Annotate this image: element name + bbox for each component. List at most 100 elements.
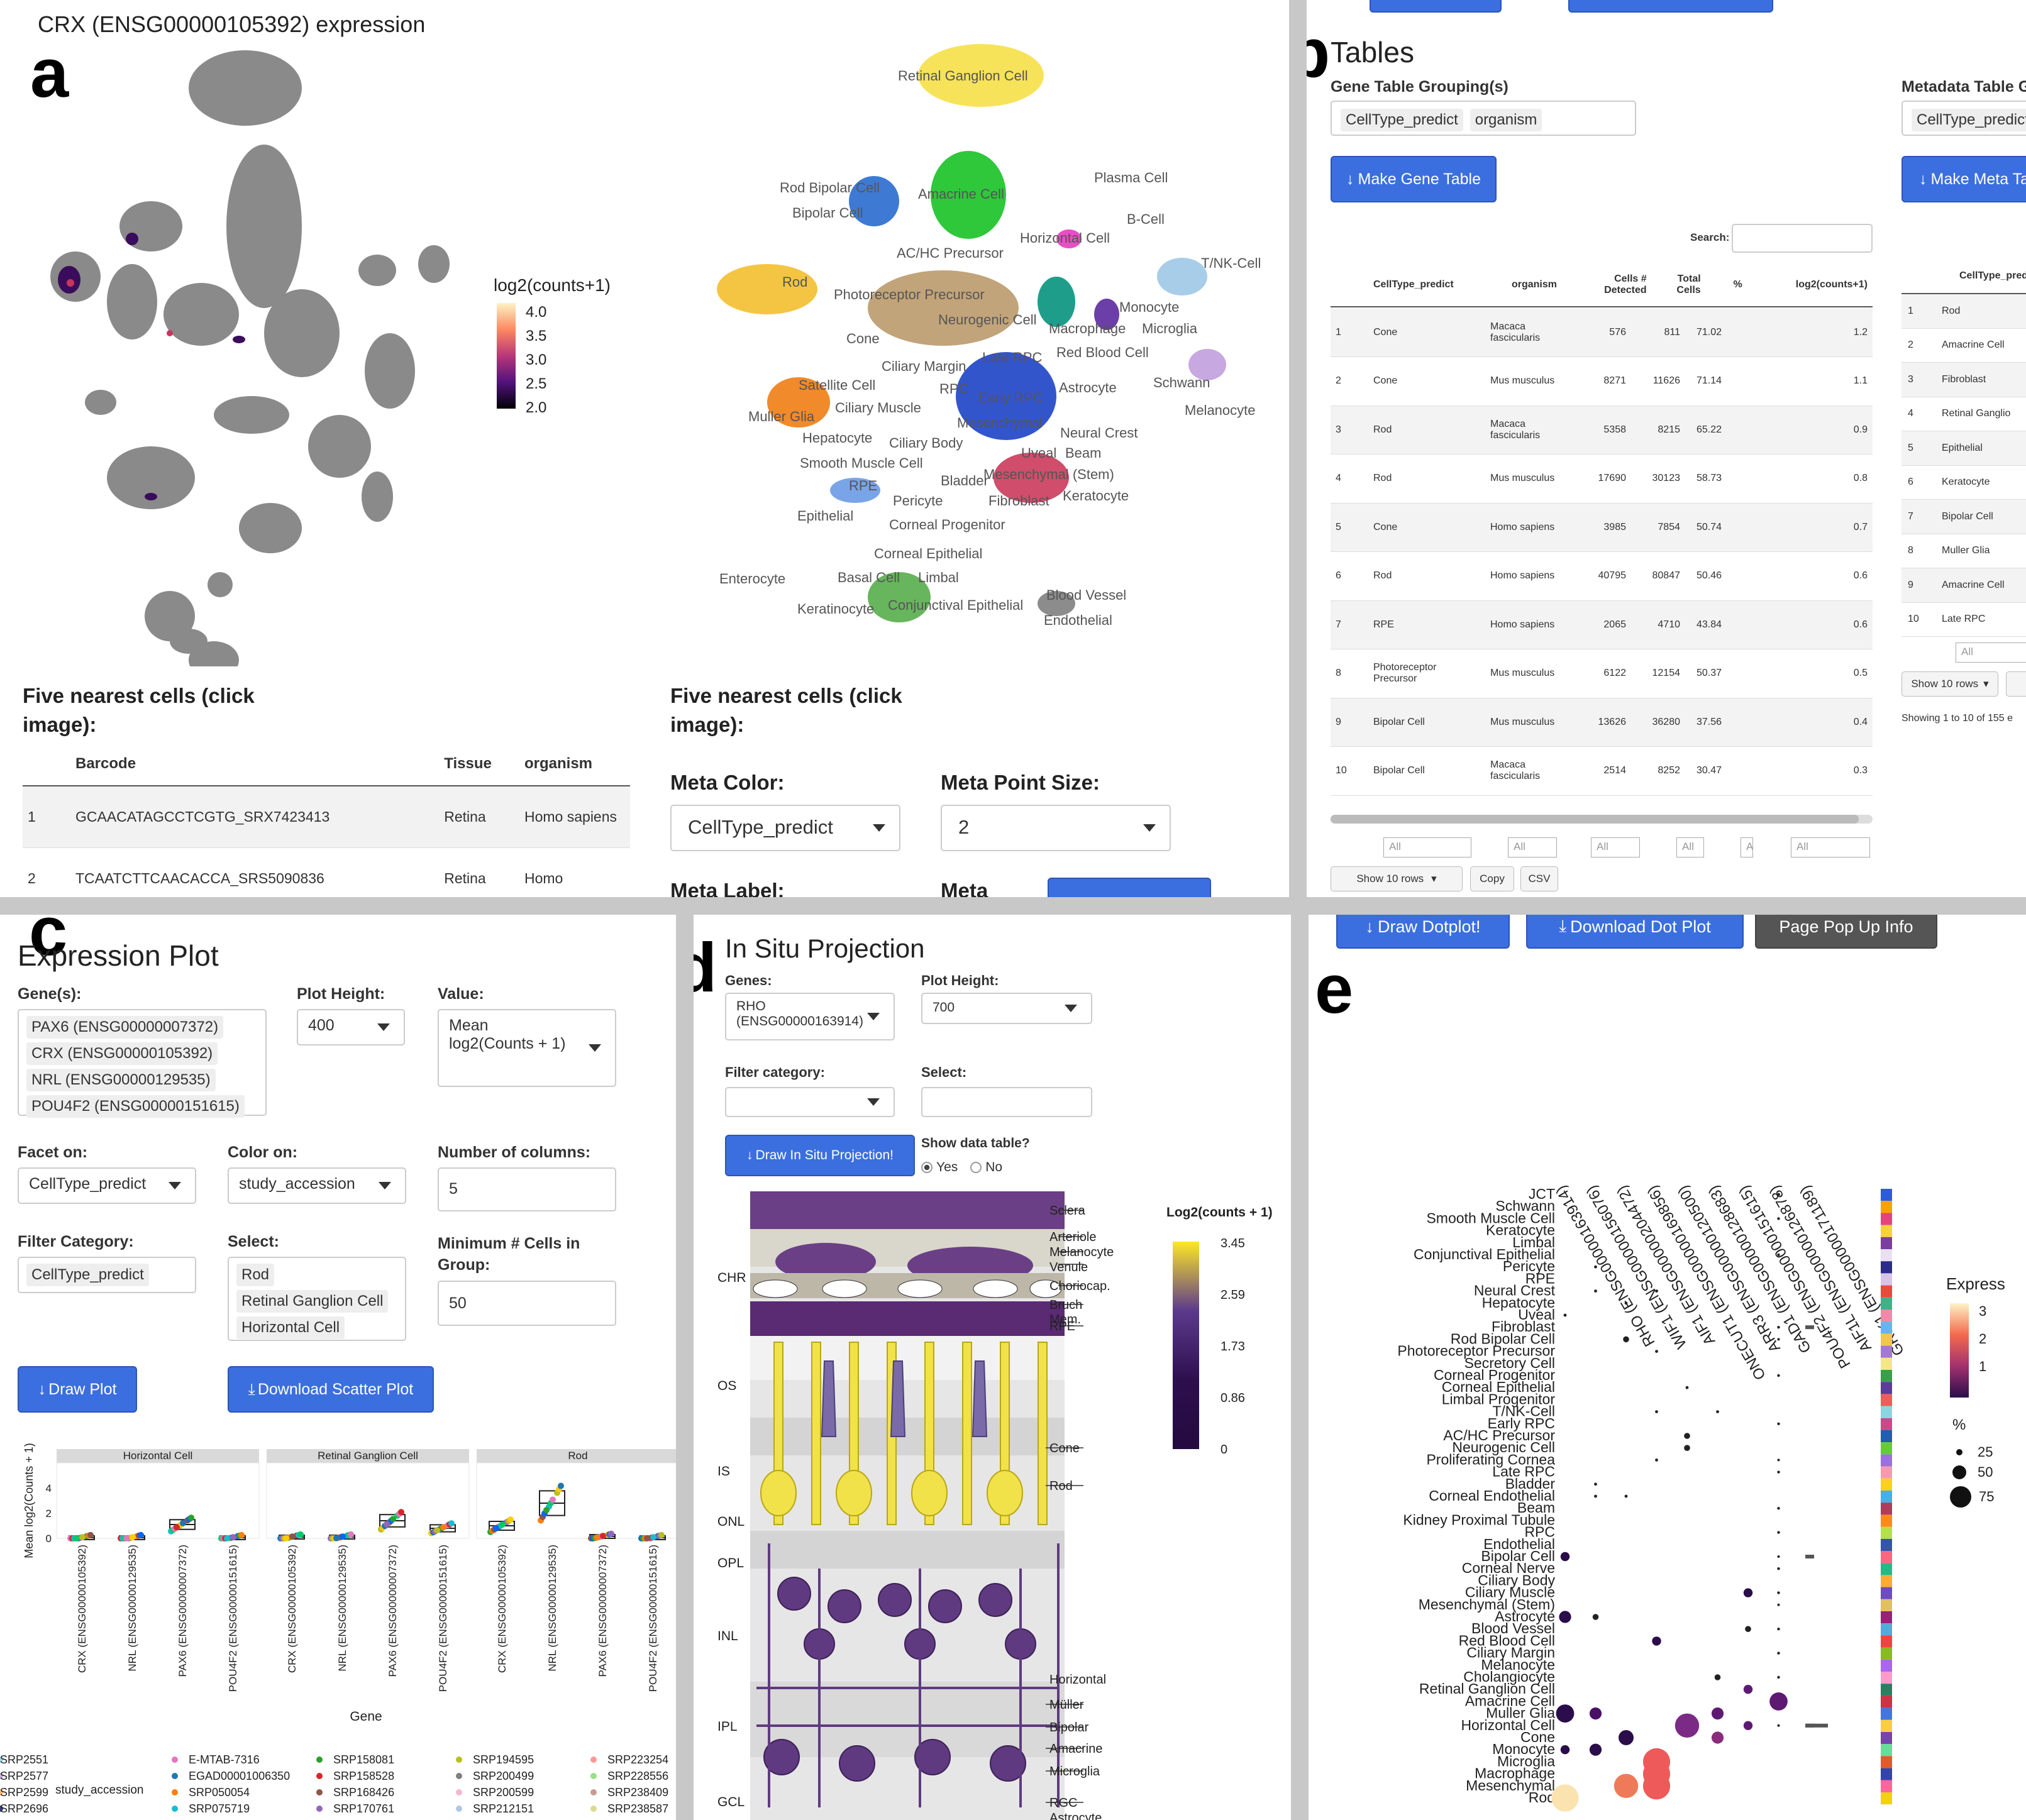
col-percent[interactable]: % [1733,279,1742,290]
select-input[interactable]: Rod Retinal Ganglion Cell Horizontal Cel… [228,1257,406,1341]
filter-category-tag[interactable]: CellType_predict [26,1264,149,1286]
umap-label: Epithelial [797,508,854,524]
radio-no[interactable] [970,1162,982,1173]
col-celltype[interactable]: CellType_predict [1373,279,1454,290]
value-select[interactable]: Mean log2(Counts + 1) [438,1009,616,1087]
filter-percent[interactable]: All [1741,837,1753,858]
col-tissue[interactable]: Tissue [444,754,492,772]
row-index: 7 [1336,619,1341,630]
table-row[interactable]: 2 Cone Mus musculus 8271 11626 71.14 1.1 [1331,357,1873,405]
draw-plot-label: Draw Plot [48,1380,117,1398]
filter-category-input[interactable]: CellType_predict [18,1257,196,1293]
gene-select[interactable]: RHO (ENSG00000163914) [725,993,895,1040]
filter-category-select[interactable] [725,1087,895,1117]
col-cells-detected[interactable]: Cells # Detected [1604,273,1647,295]
meta-table-row[interactable]: 9 Amacrine Cell [1901,568,2026,603]
data-point [499,1521,506,1528]
gene-grouping-input[interactable]: CellType_predict organism [1331,101,1636,136]
col-barcode[interactable]: Barcode [75,754,136,772]
meta-grouping-input[interactable]: CellType_predict [1901,101,2026,136]
meta-table-row[interactable]: 4 Retinal Ganglio [1901,397,2026,431]
legend-dot [456,1806,462,1812]
csv-button[interactable]: CSV [1520,866,1558,891]
plot-height-select[interactable]: 700 [921,993,1092,1024]
select-tag[interactable]: Horizontal Cell [236,1316,345,1339]
celltype-cell: Bipolar Cell [1373,716,1425,727]
gene-grouping-tag[interactable]: organism [1470,109,1542,131]
genes-input[interactable]: PAX6 (ENSG00000007372) CRX (ENSG00000105… [18,1009,267,1118]
dot [1594,1494,1597,1498]
filter-celltype[interactable]: All [1383,837,1471,858]
select-tag[interactable]: Retinal Ganglion Cell [236,1290,389,1313]
filter-cells-detected[interactable]: All [1591,837,1640,858]
draw-dotplot-button[interactable]: ↓ Draw Dotplot! [1336,915,1510,949]
col-total-cells[interactable]: Total Cells [1676,273,1701,295]
umap-celltype-plot[interactable] [704,38,1270,666]
table-row[interactable]: 1 Cone Macaca fascicularis 576 811 71.02 1.2 [1331,308,1873,357]
page-popup-info-button[interactable]: Page Pop Up Info [1755,915,1937,949]
top-button-2[interactable] [1568,0,1773,13]
gene-tag[interactable]: CRX (ENSG00000105392) [26,1042,218,1065]
gene-grouping-tag[interactable]: CellType_predict [1341,109,1463,131]
gene-tag[interactable]: POU4F2 (ENSG00000151615) [26,1095,245,1118]
gene-tag[interactable]: PAX6 (ENSG00000007372) [26,1016,224,1039]
filter-organism[interactable]: All [1508,837,1557,858]
table-row[interactable]: 4 Rod Mus musculus 17690 30123 58.73 0.8 [1331,455,1873,503]
filter-log2[interactable]: All [1791,837,1870,858]
horizontal-scrollbar[interactable] [1331,815,1873,824]
meta-point-size-select[interactable]: 2 [941,805,1171,851]
meta-table-row[interactable]: 8 Muller Glia [1901,534,2026,568]
download-scatter-button[interactable]: ⤓ Download Scatter Plot [228,1366,434,1413]
meta-table-row[interactable]: 5 Epithelial [1901,431,2026,466]
meta-table-row[interactable]: 7 Bipolar Cell [1901,500,2026,534]
table-row[interactable]: 6 Rod Homo sapiens 40795 80847 50.46 0.6 [1331,552,1873,600]
ncol-input[interactable]: 5 [438,1167,616,1211]
meta-table-row[interactable]: 6 Keratocyte [1901,466,2026,500]
plot-height-select[interactable]: 400 [297,1009,405,1045]
meta-copy-button[interactable] [2006,671,2026,697]
draw-in-situ-button[interactable]: ↓ Draw In Situ Projection! [725,1135,915,1176]
table-row[interactable]: 3 Rod Macaca fascicularis 5358 8215 65.22 0.9 [1331,405,1873,455]
radio-yes[interactable] [921,1162,933,1173]
meta-table-row[interactable]: 2 Amacrine Cell [1901,329,2026,363]
filter-total-cells[interactable]: All [1676,837,1704,858]
row-index: 3 [1908,373,1913,385]
table-row[interactable]: 1 GCAACATAGCCTCGTG_SRX7423413 Retina Hom… [23,786,630,847]
celltype-color-swatch [1881,1707,1892,1720]
meta-table-header[interactable]: CellType_pred [1959,270,2026,281]
meta-table-row[interactable]: 3 Fibroblast [1901,363,2026,397]
meta-grouping-tag[interactable]: CellType_predict [1912,109,2026,131]
min-cells-input[interactable]: 50 [438,1281,616,1326]
draw-plot-button[interactable]: ↓ Draw Plot [18,1366,137,1413]
meta-table-row[interactable]: 10 Late RPC [1901,603,2026,637]
table-row[interactable]: 10 Bipolar Cell Macaca fascicularis 2514 825… [1331,747,1873,795]
table-row[interactable]: 9 Bipolar Cell Mus musculus 13626 36280 37.56… [1331,698,1873,747]
table-row[interactable]: 2 TCAATCTTCAACACCA_SRS5090836 Retina Hom… [23,847,630,897]
table-row[interactable]: 7 RPE Homo sapiens 2065 4710 43.84 0.6 [1331,600,1873,649]
download-dotplot-button[interactable]: ⤓ Download Dot Plot [1526,915,1744,949]
celltype-color-swatch [1881,1406,1892,1418]
umap-expression-plot[interactable] [38,38,490,666]
meta-show-rows-select[interactable]: Show 10 rows ▾ [1901,671,1998,697]
color-on-select[interactable]: study_accession [228,1167,406,1204]
col-organism[interactable]: organism [524,754,593,772]
col-log2[interactable]: log2(counts+1) [1795,279,1868,290]
meta-action-button[interactable] [1048,878,1211,897]
make-gene-table-button[interactable]: ↓ Make Gene Table [1331,156,1497,202]
select-input[interactable] [921,1087,1092,1117]
facet-select[interactable]: CellType_predict [18,1167,196,1204]
meta-filter[interactable]: All [1956,643,2026,663]
meta-table-row[interactable]: 1 Rod [1901,294,2026,329]
table-row[interactable]: 5 Cone Homo sapiens 3985 7854 50.74 0.7 [1331,503,1873,552]
table-row[interactable]: 8 Photoreceptor Precursor Mus musculus 6122… [1331,649,1873,698]
select-tag[interactable]: Rod [236,1264,275,1286]
gene-tag[interactable]: NRL (ENSG00000129535) [26,1069,216,1091]
copy-button[interactable]: Copy [1470,866,1514,891]
meta-color-select[interactable]: CellType_predict [670,805,900,851]
make-meta-table-button[interactable]: ↓ Make Meta Ta [1901,156,2026,202]
search-input[interactable] [1732,224,1873,253]
col-organism[interactable]: organism [1511,279,1557,290]
top-button-1[interactable] [1370,0,1502,13]
show-rows-select[interactable]: Show 10 rows ▾ [1331,866,1463,891]
retina-annotation: Amacrine [1049,1742,1103,1756]
